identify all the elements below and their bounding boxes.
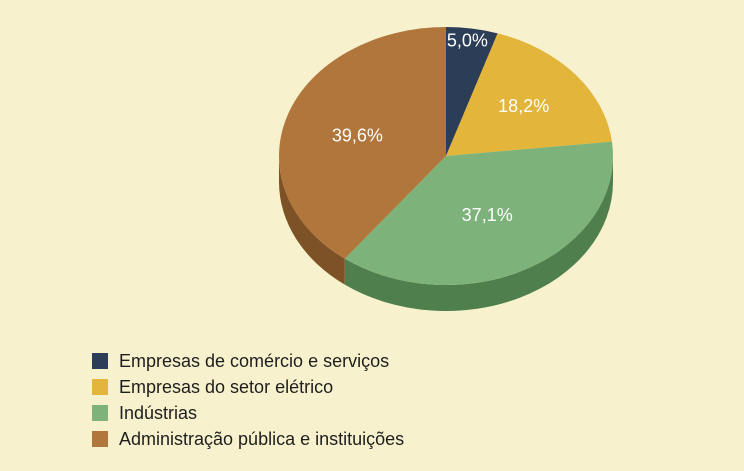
pie-slice [446,33,612,157]
legend-label: Empresas do setor elétrico [119,376,334,397]
pie-side-walls [279,156,613,311]
legend-item: Empresas do setor elétrico [92,374,404,400]
legend-item: Indústrias [92,400,404,426]
pie-chart: 5,0% 18,2% 37,1% 39,6% [278,27,613,311]
pie-side-wall [344,156,613,311]
slice-label: 39,6% [332,126,383,146]
pie-slice [344,141,613,286]
legend-swatch [92,405,108,421]
pie-slice [446,27,498,156]
legend-swatch [92,353,108,369]
pie-side-wall [279,156,345,285]
pie-slice [278,27,446,259]
legend-label: Indústrias [119,402,198,423]
legend-swatch [92,431,108,447]
slice-label: 37,1% [462,205,513,225]
slice-label: 5,0% [447,30,488,50]
legend-item: Administração pública e instituições [92,426,404,452]
slice-label: 18,2% [498,96,549,116]
legend-label: Empresas de comércio e serviços [119,350,390,371]
legend-item: Empresas de comércio e serviços [92,348,404,374]
legend: Empresas de comércio e serviços Empresas… [92,348,404,452]
legend-swatch [92,379,108,395]
legend-label: Administração pública e instituições [119,428,405,449]
